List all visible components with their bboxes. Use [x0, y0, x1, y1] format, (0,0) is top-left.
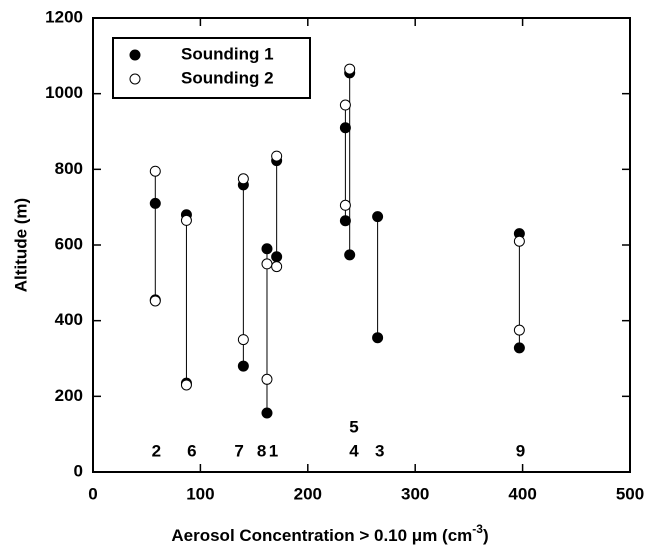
- site-label: 1: [269, 441, 278, 460]
- point: [513, 324, 525, 336]
- point: [271, 261, 283, 273]
- y-tick-label: 800: [55, 159, 83, 178]
- legend-box: [112, 37, 311, 99]
- point: [339, 122, 351, 134]
- x-tick-label: 200: [294, 484, 322, 503]
- y-tick-label: 200: [55, 386, 83, 405]
- x-tick-label: 0: [88, 484, 97, 503]
- y-tick-label: 1000: [45, 83, 83, 102]
- point: [372, 332, 384, 344]
- legend-label: Sounding 1: [181, 44, 274, 63]
- point: [339, 215, 351, 227]
- point: [237, 334, 249, 346]
- point: [149, 295, 161, 307]
- point: [149, 165, 161, 177]
- point: [513, 342, 525, 354]
- x-label-end: ): [483, 526, 489, 545]
- site-label: 2: [152, 441, 161, 460]
- legend-label: Sounding 2: [181, 68, 274, 87]
- x-label-text: Aerosol Concentration > 0.10 μm (cm: [171, 526, 472, 545]
- point: [149, 197, 161, 209]
- site-label: 8: [257, 441, 266, 460]
- site-label: 5: [349, 418, 358, 437]
- point: [339, 99, 351, 111]
- point: [237, 173, 249, 185]
- point: [261, 258, 273, 270]
- site-label: 6: [187, 441, 196, 460]
- point: [344, 63, 356, 75]
- site-label: 3: [375, 441, 384, 460]
- point: [237, 360, 249, 372]
- site-label: 9: [516, 441, 525, 460]
- x-axis-label: Aerosol Concentration > 0.10 μm (cm-3): [171, 522, 488, 545]
- y-tick-label: 1200: [45, 7, 83, 26]
- legend-marker: [129, 49, 141, 61]
- y-tick-label: 0: [74, 461, 83, 480]
- point: [271, 251, 283, 263]
- point: [261, 243, 273, 255]
- x-tick-label: 500: [616, 484, 644, 503]
- x-tick-label: 100: [186, 484, 214, 503]
- point: [261, 373, 273, 385]
- site-label: 4: [349, 441, 359, 460]
- x-tick-label: 400: [508, 484, 536, 503]
- y-tick-label: 600: [55, 234, 83, 253]
- point: [271, 150, 283, 162]
- y-tick-label: 400: [55, 310, 83, 329]
- point: [180, 214, 192, 226]
- x-tick-label: 300: [401, 484, 429, 503]
- point: [180, 379, 192, 391]
- point: [513, 235, 525, 247]
- point: [261, 407, 273, 419]
- x-label-sup: -3: [472, 522, 483, 536]
- point: [344, 249, 356, 261]
- point: [372, 211, 384, 223]
- point: [339, 199, 351, 211]
- site-label: 7: [234, 441, 243, 460]
- legend-marker: [129, 73, 141, 85]
- y-axis-label: Altitude (m): [11, 198, 30, 292]
